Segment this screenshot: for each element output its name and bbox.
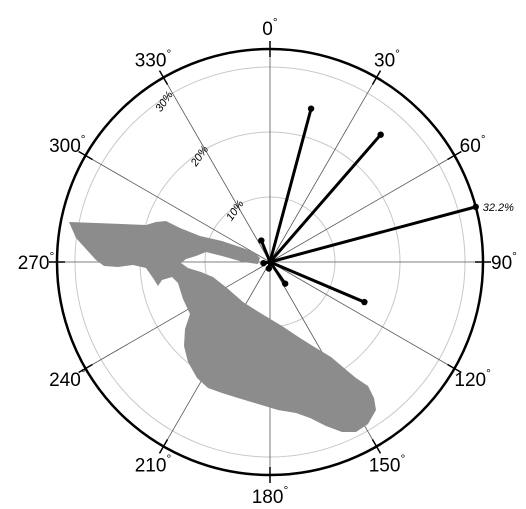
angle-label: 330° (135, 46, 172, 71)
spoke-line (268, 107, 313, 264)
rim-tick (371, 70, 382, 85)
spoke-endpoint (361, 298, 368, 306)
spoke-value-label: 32.2% (483, 202, 514, 214)
spoke-endpoint (258, 237, 265, 244)
angle-label: 120° (454, 366, 491, 391)
spoke-endpoint (307, 105, 315, 112)
island-landmass (69, 221, 376, 432)
ring-label: 10% (224, 198, 247, 223)
angle-label: 300° (49, 132, 86, 157)
spoke-endpoint (260, 259, 267, 267)
angle-label: 30° (374, 46, 400, 71)
grid-radial-line (85, 155, 271, 263)
spoke-line (259, 239, 272, 264)
spoke-endpoint (265, 265, 273, 272)
angle-label: 150° (369, 452, 406, 477)
spoke-line (268, 260, 287, 286)
spokes-group: 32.2% (258, 105, 514, 306)
grid-radial-line (269, 77, 377, 263)
spoke-line (268, 205, 478, 264)
angle-label: 210° (135, 452, 172, 477)
grid-radial-line (163, 77, 271, 263)
angle-label: 180° (252, 483, 289, 508)
rim-tick (78, 150, 93, 161)
rim-tick (371, 439, 382, 454)
rim-tick (158, 70, 169, 85)
angle-label: 270° (18, 249, 55, 274)
angle-label: 0° (262, 15, 278, 40)
rim-tick (158, 439, 169, 454)
angle-label: 90° (491, 249, 517, 274)
grid-radial-line (85, 261, 271, 369)
grid-radial-line (269, 155, 455, 263)
spoke-endpoint (472, 203, 479, 211)
spoke-endpoint (377, 131, 384, 138)
angle-label: 240° (49, 366, 86, 391)
rim-tick (447, 150, 462, 161)
rim-tick (78, 363, 93, 374)
rim-tick (447, 363, 462, 374)
angle-labels-group: 0° 30° 60° 90° 120° 150° 180° 210° 240° 270° 300° 3… (18, 15, 517, 508)
spoke-endpoint (281, 280, 289, 287)
spoke-line (268, 133, 383, 264)
spoke-line (268, 260, 366, 304)
grid-radial-line (269, 261, 455, 369)
angle-label: 60° (460, 132, 486, 157)
